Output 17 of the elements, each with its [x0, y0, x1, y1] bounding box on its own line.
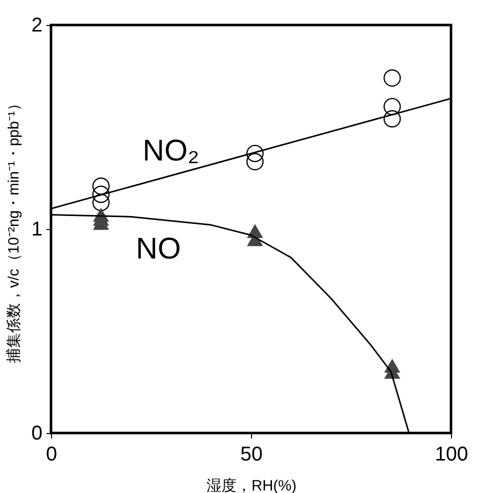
x-tick-label: 0 [46, 444, 58, 466]
x-tick-label: 50 [240, 444, 263, 466]
point [92, 194, 110, 212]
point [246, 153, 264, 170]
point [384, 69, 401, 87]
y-tick-label: 1 [31, 218, 42, 240]
point [92, 186, 110, 203]
point [92, 178, 110, 195]
series-label: NO [136, 232, 181, 266]
point [384, 110, 401, 128]
series-label: NO₂ [142, 134, 200, 168]
y-axis-title: 捕集係数，v/c（10⁻²ng・min⁻¹・ppb⁻¹） [5, 96, 22, 363]
y-tick-label: 2 [31, 14, 42, 36]
point [246, 144, 264, 162]
point [384, 98, 401, 116]
x-tick-label: 100 [434, 444, 468, 466]
y-tick-label: 0 [31, 422, 42, 444]
